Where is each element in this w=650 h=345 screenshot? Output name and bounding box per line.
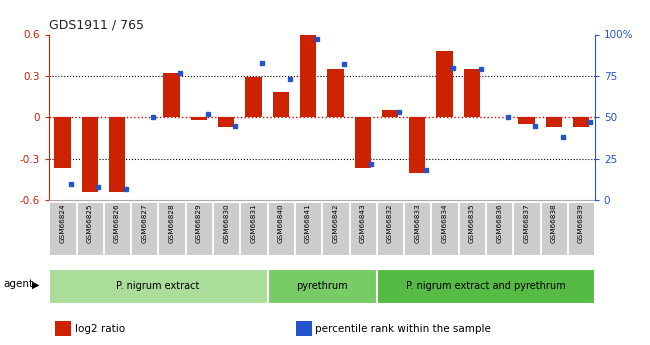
Text: GSM66829: GSM66829 xyxy=(196,204,202,243)
Bar xyxy=(268,269,376,304)
Bar xyxy=(568,203,594,255)
Bar xyxy=(159,203,185,255)
Bar xyxy=(104,203,130,255)
Bar xyxy=(377,203,403,255)
Bar xyxy=(377,269,594,304)
Bar xyxy=(54,117,71,168)
Text: GSM66843: GSM66843 xyxy=(359,204,366,243)
Bar xyxy=(295,203,321,255)
Bar xyxy=(573,117,590,127)
Bar xyxy=(49,203,75,255)
Bar xyxy=(213,203,239,255)
Text: GSM66827: GSM66827 xyxy=(141,204,148,243)
Text: log2 ratio: log2 ratio xyxy=(75,324,125,334)
Text: GSM66839: GSM66839 xyxy=(578,204,584,243)
Bar xyxy=(409,117,426,172)
Text: GSM66835: GSM66835 xyxy=(469,204,475,243)
Text: GSM66833: GSM66833 xyxy=(414,204,421,243)
Bar xyxy=(463,69,480,117)
Bar xyxy=(81,117,98,192)
Text: GSM66825: GSM66825 xyxy=(86,204,93,243)
Text: GSM66830: GSM66830 xyxy=(223,204,229,243)
Bar xyxy=(272,92,289,117)
Text: ▶: ▶ xyxy=(32,279,40,289)
Bar xyxy=(518,117,535,124)
Bar xyxy=(432,203,458,255)
Bar xyxy=(190,117,207,120)
Bar xyxy=(186,203,212,255)
Text: P. nigrum extract and pyrethrum: P. nigrum extract and pyrethrum xyxy=(406,282,566,291)
Text: GDS1911 / 765: GDS1911 / 765 xyxy=(49,19,144,32)
Bar xyxy=(109,117,125,192)
Text: GSM66836: GSM66836 xyxy=(496,204,502,243)
Text: GSM66838: GSM66838 xyxy=(551,204,557,243)
Text: GSM66826: GSM66826 xyxy=(114,204,120,243)
Text: GSM66824: GSM66824 xyxy=(59,204,66,243)
Bar xyxy=(240,203,266,255)
Text: percentile rank within the sample: percentile rank within the sample xyxy=(315,324,491,334)
Bar xyxy=(218,117,235,127)
Bar xyxy=(541,203,567,255)
Text: GSM66842: GSM66842 xyxy=(332,204,339,243)
Text: GSM66837: GSM66837 xyxy=(523,204,530,243)
Bar xyxy=(350,203,376,255)
Bar xyxy=(486,203,512,255)
Bar xyxy=(514,203,540,255)
Bar xyxy=(354,117,371,168)
Bar xyxy=(382,110,398,117)
Bar xyxy=(459,203,485,255)
Bar xyxy=(300,34,317,117)
Bar xyxy=(327,69,344,117)
Bar xyxy=(322,203,348,255)
Text: GSM66834: GSM66834 xyxy=(441,204,448,243)
Text: P. nigrum extract: P. nigrum extract xyxy=(116,282,200,291)
Bar xyxy=(545,117,562,127)
Bar xyxy=(49,269,266,304)
Bar xyxy=(268,203,294,255)
Bar xyxy=(163,73,180,117)
Bar xyxy=(131,203,157,255)
Bar xyxy=(436,51,453,117)
Text: agent: agent xyxy=(3,279,33,289)
Bar xyxy=(404,203,430,255)
Text: GSM66828: GSM66828 xyxy=(168,204,175,243)
Text: GSM66840: GSM66840 xyxy=(278,204,284,243)
Text: pyrethrum: pyrethrum xyxy=(296,282,348,291)
Text: GSM66831: GSM66831 xyxy=(250,204,257,243)
Text: GSM66832: GSM66832 xyxy=(387,204,393,243)
Text: GSM66841: GSM66841 xyxy=(305,204,311,243)
Bar xyxy=(245,77,262,117)
Bar xyxy=(77,203,103,255)
